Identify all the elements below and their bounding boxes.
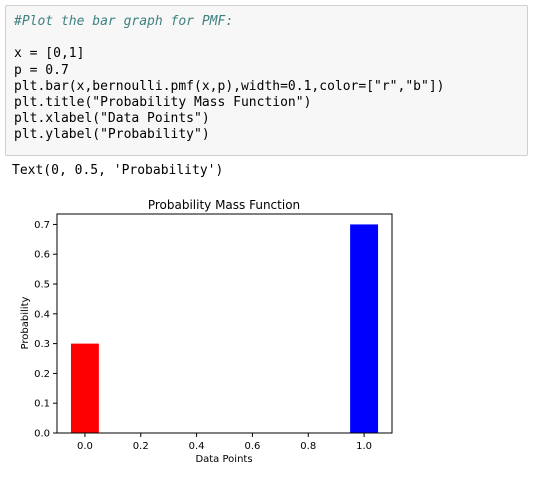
x-tick-label: 0.6 <box>244 441 260 452</box>
code-line-7: plt.xlabel("Data Points") <box>14 111 210 127</box>
y-tick-label: 0.1 <box>34 399 50 410</box>
axes-frame <box>56 213 393 434</box>
code-cell-input[interactable]: #Plot the bar graph for PMF: x = [0,1] p =… <box>5 5 528 156</box>
x-axis-label: Data Points <box>195 454 252 465</box>
code-line-5: plt.bar(x,bernoulli.pmf(x,p),width=0.1,c… <box>14 78 445 94</box>
x-tick-label: 1.0 <box>356 441 372 452</box>
bar-1 <box>350 224 379 433</box>
code-line-1: #Plot the bar graph for PMF: <box>14 14 234 29</box>
y-tick-label: 0.4 <box>34 309 50 320</box>
x-tick-label: 0.8 <box>300 441 316 452</box>
code-editor[interactable]: #Plot the bar graph for PMF: x = [0,1] p =… <box>14 14 444 144</box>
x-tick-label: 0.0 <box>77 441 93 452</box>
x-tick-label: 0.2 <box>133 441 149 452</box>
y-tick-label: 0.2 <box>34 369 50 380</box>
y-tick-label: 0.6 <box>34 250 50 261</box>
code-line-6: plt.title("Probability Mass Function") <box>14 94 312 110</box>
y-tick-label: 0.7 <box>34 220 50 231</box>
pmf-bar-chart: Probability Mass Function 0.0 0.2 0.4 0.6 0.… <box>20 198 393 465</box>
y-axis-label: Probability <box>20 296 31 349</box>
bar-0 <box>70 343 99 433</box>
cell-output-text: Text(0, 0.5, 'Probability') <box>12 163 224 178</box>
chart-title: Probability Mass Function <box>148 198 300 212</box>
code-line-3: x = [0,1] <box>14 46 85 62</box>
x-tick-label: 0.4 <box>189 441 205 452</box>
y-tick-label: 0.3 <box>34 339 50 350</box>
code-line-2 <box>14 30 444 46</box>
code-line-4: p = 0.7 <box>14 62 69 78</box>
y-tick-label: 0.5 <box>34 280 50 291</box>
code-line-8: plt.ylabel("Probability") <box>14 127 210 143</box>
plot-output: Probability Mass Function 0.0 0.2 0.4 0.6 0.… <box>0 190 533 473</box>
y-tick-label: 0.0 <box>34 429 50 440</box>
